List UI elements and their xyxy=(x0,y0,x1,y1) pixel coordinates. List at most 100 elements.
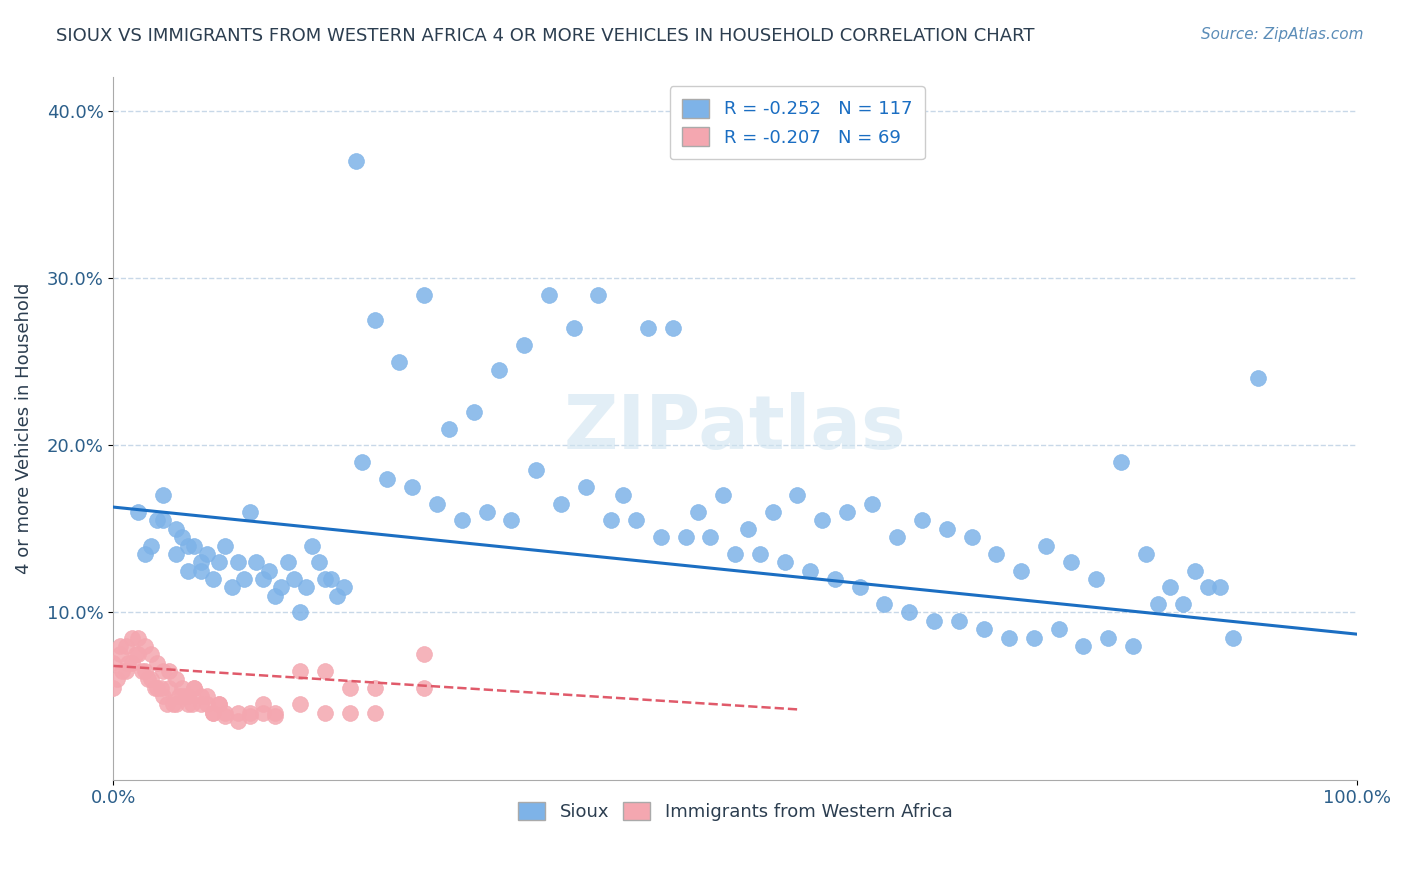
Point xyxy=(737,522,759,536)
Point xyxy=(195,547,218,561)
Point xyxy=(177,539,200,553)
Point xyxy=(426,497,449,511)
Point xyxy=(288,606,311,620)
Point xyxy=(134,664,156,678)
Point xyxy=(170,681,193,695)
Point xyxy=(257,564,280,578)
Point xyxy=(117,656,139,670)
Point xyxy=(170,530,193,544)
Point xyxy=(388,354,411,368)
Point xyxy=(911,513,934,527)
Point xyxy=(295,580,318,594)
Point xyxy=(183,681,205,695)
Point xyxy=(115,664,138,678)
Point xyxy=(277,555,299,569)
Point xyxy=(139,539,162,553)
Point xyxy=(156,698,179,712)
Point xyxy=(214,539,236,553)
Point xyxy=(152,513,174,527)
Point xyxy=(146,656,169,670)
Point xyxy=(152,689,174,703)
Point xyxy=(1246,371,1268,385)
Point xyxy=(111,664,134,678)
Point xyxy=(131,664,153,678)
Point xyxy=(143,681,166,695)
Point xyxy=(612,488,634,502)
Point xyxy=(475,505,498,519)
Point xyxy=(314,572,336,586)
Point xyxy=(165,698,187,712)
Point xyxy=(1159,580,1181,594)
Point xyxy=(463,405,485,419)
Point xyxy=(886,530,908,544)
Point xyxy=(264,706,287,720)
Point xyxy=(165,547,187,561)
Point xyxy=(1010,564,1032,578)
Point xyxy=(226,706,249,720)
Point xyxy=(637,321,659,335)
Point xyxy=(208,698,231,712)
Point xyxy=(239,709,262,723)
Point xyxy=(134,639,156,653)
Point xyxy=(1147,597,1170,611)
Point xyxy=(103,656,125,670)
Point xyxy=(125,647,148,661)
Point xyxy=(363,681,385,695)
Point xyxy=(226,555,249,569)
Point xyxy=(724,547,747,561)
Point xyxy=(127,505,149,519)
Point xyxy=(105,673,128,687)
Point xyxy=(149,681,172,695)
Point xyxy=(127,647,149,661)
Point xyxy=(183,539,205,553)
Point xyxy=(177,564,200,578)
Point xyxy=(624,513,647,527)
Point xyxy=(363,706,385,720)
Point xyxy=(998,631,1021,645)
Point xyxy=(1073,639,1095,653)
Point xyxy=(1022,631,1045,645)
Point xyxy=(326,589,349,603)
Text: ZIPatlas: ZIPatlas xyxy=(564,392,907,465)
Point xyxy=(1197,580,1219,594)
Point xyxy=(314,664,336,678)
Point xyxy=(1135,547,1157,561)
Point xyxy=(127,631,149,645)
Point xyxy=(165,522,187,536)
Point xyxy=(152,488,174,502)
Point xyxy=(439,421,461,435)
Point xyxy=(413,681,436,695)
Point xyxy=(1222,631,1244,645)
Point xyxy=(1171,597,1194,611)
Point xyxy=(121,656,143,670)
Point xyxy=(1084,572,1107,586)
Point xyxy=(922,614,945,628)
Point xyxy=(208,698,231,712)
Point xyxy=(190,564,212,578)
Point xyxy=(562,321,585,335)
Point xyxy=(575,480,598,494)
Point xyxy=(270,580,292,594)
Point xyxy=(108,647,131,661)
Point xyxy=(283,572,305,586)
Point xyxy=(401,480,423,494)
Point xyxy=(169,689,191,703)
Text: SIOUX VS IMMIGRANTS FROM WESTERN AFRICA 4 OR MORE VEHICLES IN HOUSEHOLD CORRELAT: SIOUX VS IMMIGRANTS FROM WESTERN AFRICA … xyxy=(56,27,1035,45)
Point xyxy=(650,530,672,544)
Point xyxy=(108,639,131,653)
Point xyxy=(139,673,162,687)
Point xyxy=(288,698,311,712)
Point xyxy=(675,530,697,544)
Point xyxy=(1184,564,1206,578)
Point xyxy=(226,714,249,728)
Point xyxy=(488,363,510,377)
Point xyxy=(799,564,821,578)
Point xyxy=(239,505,262,519)
Point xyxy=(146,681,169,695)
Point xyxy=(308,555,330,569)
Point xyxy=(811,513,834,527)
Point xyxy=(413,287,436,301)
Point xyxy=(986,547,1008,561)
Point xyxy=(1109,455,1132,469)
Point xyxy=(860,497,883,511)
